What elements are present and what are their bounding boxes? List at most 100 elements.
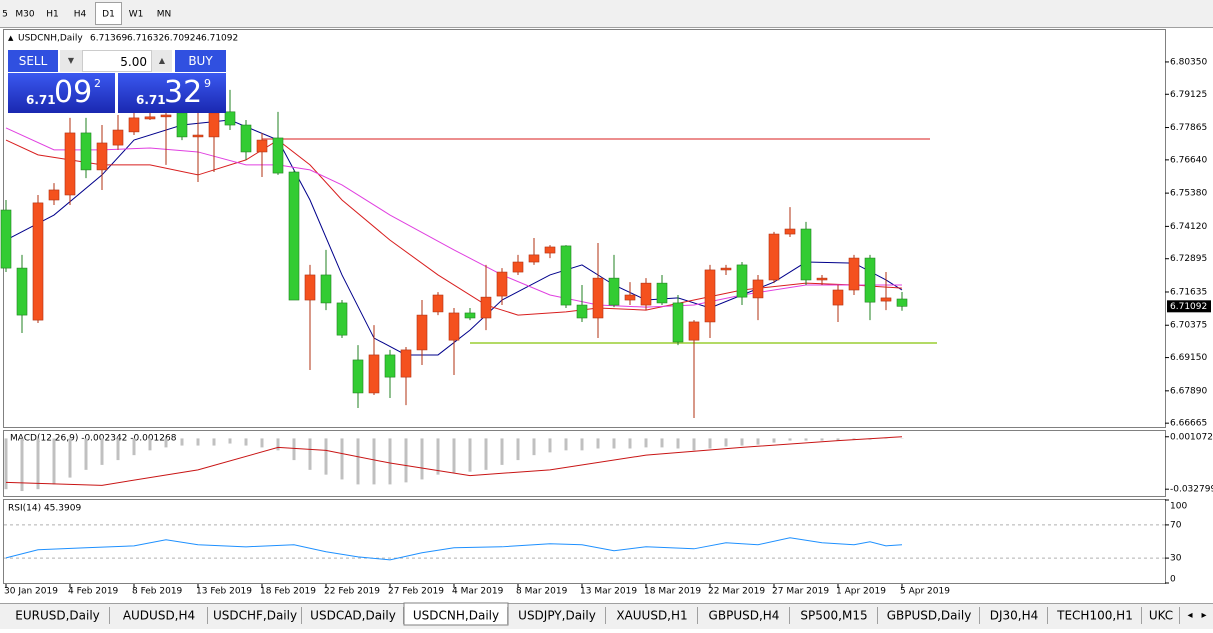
candle-body: [721, 268, 731, 270]
indicator-line: [6, 128, 902, 307]
candle-body: [673, 303, 683, 342]
chart-tab[interactable]: GBPUSD,Daily: [887, 609, 972, 623]
indicator-line: [6, 538, 902, 560]
lots-up[interactable]: ▲: [152, 50, 172, 72]
bid-box[interactable]: 6.71 09 2: [8, 73, 115, 113]
x-tick-label: 22 Mar 2019: [708, 587, 765, 597]
macd-bar: [693, 438, 696, 450]
y-tick-label: 70: [1170, 520, 1182, 530]
macd-bar: [485, 438, 488, 469]
y-tick-label: 6.77865: [1170, 123, 1207, 133]
chart-tab[interactable]: XAUUSD,H1: [616, 609, 687, 623]
tab-scroll-right[interactable]: ▸: [1201, 610, 1206, 621]
y-tick-label: 6.74120: [1170, 222, 1207, 232]
y-tick-label: 30: [1170, 554, 1182, 564]
candle-body: [97, 143, 107, 170]
macd-bar: [453, 438, 456, 472]
ask-big: 6.71: [136, 93, 166, 107]
macd-bar: [245, 438, 248, 445]
timeframe-button[interactable]: W1: [129, 10, 144, 20]
macd-bar: [581, 438, 584, 450]
macd-bar: [613, 438, 616, 448]
chart-title: USDCNH,Daily: [18, 34, 83, 44]
chart-tab[interactable]: EURUSD,Daily: [15, 609, 100, 623]
bid-point: 2: [94, 77, 101, 90]
candle-body: [17, 268, 27, 315]
timeframe-button[interactable]: M30: [15, 10, 34, 20]
x-tick-label: 18 Mar 2019: [644, 587, 701, 597]
macd-bar: [165, 438, 168, 447]
chart-tab[interactable]: USDCHF,Daily: [213, 609, 297, 623]
y-tick-label: 6.80350: [1170, 57, 1207, 67]
macd-bar: [37, 438, 40, 489]
x-tick-label: 4 Mar 2019: [452, 587, 504, 597]
rsi-title: RSI(14) 45.3909: [8, 504, 81, 514]
x-tick-label: 22 Feb 2019: [324, 587, 380, 597]
y-tick-label: 6.67890: [1170, 386, 1207, 396]
chart-tab[interactable]: TECH100,H1: [1056, 609, 1133, 623]
macd-bar: [645, 438, 648, 447]
candle-body: [305, 275, 315, 300]
macd-bar: [469, 438, 472, 471]
tab-scroll-left[interactable]: ◂: [1187, 610, 1192, 621]
ask-pips: 32: [164, 75, 202, 110]
candle-body: [817, 278, 827, 280]
macd-panel: [4, 431, 1166, 497]
ask-box[interactable]: 6.71 32 9: [118, 73, 226, 113]
collapse-icon[interactable]: ▲: [8, 34, 14, 42]
x-tick-label: 13 Feb 2019: [196, 587, 252, 597]
macd-bar: [725, 438, 728, 446]
chart-tab[interactable]: USDCAD,Daily: [310, 609, 396, 623]
chart-tab[interactable]: AUDUSD,H4: [123, 609, 195, 623]
timeframe-button[interactable]: MN: [157, 10, 172, 20]
chart-tab[interactable]: SP500,M15: [800, 609, 867, 623]
lots-input[interactable]: 5.00: [82, 50, 152, 72]
macd-bar: [181, 438, 184, 445]
candle-body: [881, 298, 891, 301]
x-tick-label: 4 Feb 2019: [68, 587, 119, 597]
lots-down[interactable]: ▼: [60, 50, 82, 72]
candle-body: [465, 313, 475, 318]
candle-body: [401, 350, 411, 377]
y-tick-label: 6.79125: [1170, 90, 1207, 100]
macd-bar: [405, 438, 408, 482]
candle-body: [849, 258, 859, 290]
candle-body: [785, 229, 795, 234]
chart-tab[interactable]: USDCNH,Daily: [413, 609, 499, 623]
macd-bar: [309, 438, 312, 469]
y-tick-label: 6.76640: [1170, 155, 1207, 165]
sell-button[interactable]: SELL: [8, 50, 58, 72]
candle-body: [545, 247, 555, 253]
candle-body: [433, 295, 443, 312]
chart-tab[interactable]: USDJPY,Daily: [518, 609, 596, 623]
chart-tab[interactable]: UKC: [1149, 609, 1173, 623]
buy-button[interactable]: BUY: [175, 50, 226, 72]
candle-body: [369, 355, 379, 393]
macd-bar: [517, 438, 520, 460]
macd-bar: [85, 438, 88, 469]
y-tick-label: 6.70375: [1170, 321, 1207, 331]
candle-body: [225, 112, 235, 125]
chart-tab[interactable]: GBPUSD,H4: [709, 609, 780, 623]
candle-body: [481, 297, 491, 318]
timeframe-button[interactable]: H4: [74, 10, 87, 20]
candle-body: [529, 255, 539, 262]
x-tick-label: 30 Jan 2019: [4, 587, 58, 597]
macd-bar: [565, 438, 568, 450]
candle-body: [33, 203, 43, 320]
candle-body: [65, 133, 75, 195]
timeframe-button[interactable]: 5: [2, 10, 8, 20]
x-tick-label: 8 Mar 2019: [516, 587, 568, 597]
chart-tab[interactable]: DJ30,H4: [990, 609, 1039, 623]
x-tick-label: 5 Apr 2019: [900, 587, 950, 597]
ohlc-value: 6.70924: [164, 34, 201, 44]
candle-body: [449, 313, 459, 340]
macd-bar: [757, 438, 760, 444]
macd-bar: [101, 438, 104, 464]
timeframe-button[interactable]: H1: [46, 10, 59, 20]
macd-bar: [69, 438, 72, 477]
macd-bar: [629, 438, 632, 448]
bid-big: 6.71: [26, 93, 56, 107]
timeframe-button[interactable]: D1: [102, 10, 115, 20]
